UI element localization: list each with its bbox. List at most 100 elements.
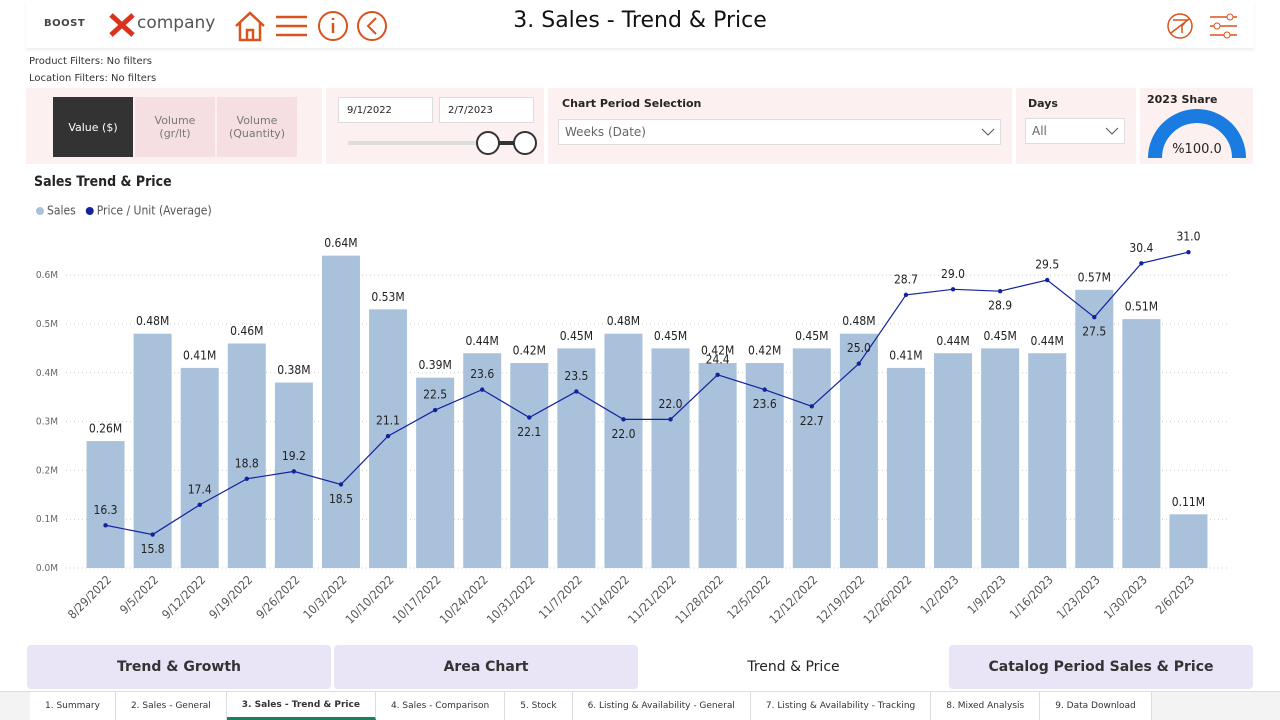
- price-point: [197, 502, 202, 508]
- nav-button[interactable]: Catalog Period Sales & Price: [949, 645, 1253, 689]
- tool-icons[interactable]: [1165, 11, 1245, 41]
- nav-button[interactable]: Area Chart: [334, 645, 638, 689]
- bar-value-label: 0.48M: [136, 314, 169, 328]
- measure-button[interactable]: Value ($): [53, 97, 133, 157]
- bar: [133, 333, 172, 568]
- price-point: [903, 292, 909, 298]
- bar: [180, 367, 219, 568]
- x-tick-label: 12/5/2022: [724, 573, 773, 622]
- info-icon[interactable]: [318, 11, 348, 41]
- page-title: 3. Sales - Trend & Price: [513, 8, 767, 33]
- price-value-label: 25.0: [847, 341, 871, 355]
- menu-icon[interactable]: [276, 15, 307, 37]
- price-value-label: 31.0: [1176, 230, 1200, 244]
- y-tick-label: 0.6M: [36, 270, 58, 281]
- price-point: [527, 415, 532, 420]
- price-value-label: 15.8: [141, 542, 165, 556]
- legend-label: Price / Unit (Average): [97, 204, 212, 218]
- x-tick-label: 11/14/2022: [578, 573, 632, 627]
- clear-filter-icon[interactable]: [1167, 13, 1193, 39]
- page-tab[interactable]: 3. Sales - Trend & Price: [226, 692, 376, 720]
- x-tick-label: 1/23/2023: [1054, 573, 1103, 622]
- page-tab[interactable]: 6. Listing & Availability - General: [572, 692, 751, 720]
- page-tab[interactable]: 1. Summary: [30, 692, 116, 720]
- legend-marker: [36, 207, 44, 215]
- filter-text: Product Filters: No filters: [29, 56, 152, 67]
- page-tab[interactable]: 4. Sales - Comparison: [375, 692, 506, 720]
- bar-value-label: 0.44M: [466, 334, 499, 348]
- logo-x: [109, 13, 135, 37]
- bar: [557, 348, 596, 568]
- measure-button[interactable]: Volume (Quantity): [217, 97, 297, 157]
- bar-value-label: 0.53M: [371, 290, 404, 304]
- logo-boost: BOOST: [44, 18, 86, 29]
- y-tick-label: 0.0M: [36, 563, 58, 574]
- bar-value-label: 0.44M: [1031, 334, 1064, 348]
- bar: [1169, 514, 1208, 568]
- x-tick-label: 1/9/2023: [965, 573, 1009, 617]
- price-value-label: 21.1: [376, 414, 400, 428]
- page-tab[interactable]: 5. Stock: [505, 692, 573, 720]
- price-value-label: 23.6: [470, 367, 494, 381]
- bar: [745, 363, 784, 568]
- price-value-label: 29.5: [1035, 258, 1059, 272]
- x-tick-label: 8/29/2022: [65, 573, 114, 622]
- bar: [886, 367, 925, 568]
- page-tab[interactable]: 8. Mixed Analysis: [931, 692, 1041, 720]
- bar-value-label: 0.42M: [513, 344, 546, 358]
- period-dropdown[interactable]: Weeks (Date): [558, 119, 1001, 145]
- header-bar: [26, 0, 1254, 48]
- nav-button[interactable]: Trend & Price: [641, 645, 946, 689]
- price-point: [668, 417, 673, 422]
- price-point: [338, 482, 344, 487]
- x-tick-label: 9/12/2022: [159, 573, 208, 622]
- logo-company: company: [137, 13, 216, 33]
- chart-title: Sales Trend & Price: [34, 174, 172, 190]
- price-point: [1092, 314, 1097, 320]
- period-label: Chart Period Selection: [562, 97, 702, 110]
- days-label: Days: [1028, 97, 1058, 110]
- date-end[interactable]: 2/7/2023: [439, 97, 534, 123]
- bar: [1075, 289, 1114, 568]
- price-value-label: 16.3: [94, 503, 118, 517]
- x-tick-label: 12/26/2022: [861, 573, 915, 627]
- bar: [981, 348, 1020, 568]
- price-value-label: 23.5: [564, 369, 588, 383]
- bar-value-label: 0.39M: [418, 358, 451, 372]
- x-tick-label: 10/24/2022: [437, 573, 491, 627]
- bar: [1122, 319, 1161, 568]
- bar: [698, 363, 737, 568]
- bar: [510, 363, 549, 568]
- bar: [416, 377, 455, 568]
- bar: [651, 348, 690, 568]
- price-point: [621, 417, 626, 422]
- share-value: %100.0: [1172, 142, 1222, 157]
- price-point: [574, 389, 579, 394]
- price-point: [1186, 249, 1191, 255]
- bar-value-label: 0.41M: [889, 348, 922, 362]
- date-start[interactable]: 9/1/2022: [338, 97, 433, 123]
- back-icon[interactable]: [357, 11, 387, 41]
- bar: [227, 343, 266, 568]
- measure-button[interactable]: Volume (gr/lt): [135, 97, 215, 157]
- x-tick-label: 9/5/2022: [117, 573, 161, 617]
- bar-value-label: 0.48M: [607, 314, 640, 328]
- date-slider[interactable]: [340, 128, 540, 158]
- page-tab[interactable]: 9. Data Download: [1040, 692, 1152, 720]
- price-point: [762, 387, 767, 392]
- x-tick-label: 10/3/2022: [301, 573, 350, 622]
- page-tab[interactable]: 2. Sales - General: [115, 692, 227, 720]
- price-point: [432, 407, 438, 413]
- page-tab[interactable]: 7. Listing & Availability - Tracking: [750, 692, 932, 720]
- home-icon[interactable]: [235, 11, 265, 42]
- price-value-label: 22.1: [517, 425, 541, 439]
- price-point: [1139, 261, 1144, 266]
- bar: [839, 333, 878, 568]
- price-value-label: 29.0: [941, 267, 965, 281]
- nav-button[interactable]: Trend & Growth: [27, 645, 331, 689]
- x-tick-label: 10/17/2022: [390, 573, 444, 627]
- bar-value-label: 0.48M: [842, 314, 875, 328]
- bar-value-label: 0.46M: [230, 324, 263, 338]
- nav-icons[interactable]: [233, 9, 393, 43]
- x-tick-label: 10/31/2022: [484, 573, 538, 627]
